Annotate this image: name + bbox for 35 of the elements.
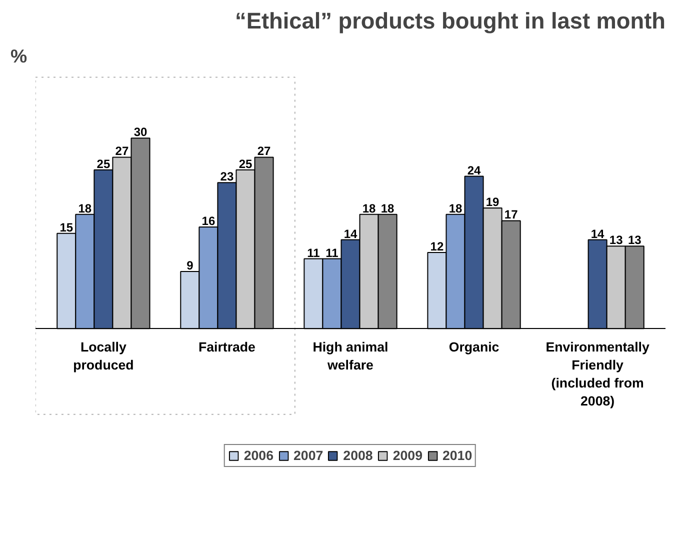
x-tick-label: Locally produced	[73, 340, 134, 373]
data-label: 18	[362, 201, 376, 216]
legend-label: 2007	[294, 448, 324, 463]
data-label: 9	[186, 258, 194, 272]
chart-title: “Ethical” products bought in last month	[235, 8, 666, 34]
x-tick-label: High animal welfare	[312, 340, 388, 373]
legend-label: 2009	[392, 448, 422, 463]
data-label: 25	[96, 156, 110, 171]
data-label: 18	[380, 201, 395, 216]
data-label: 18	[78, 201, 92, 216]
data-label: 18	[448, 201, 462, 216]
data-label: 27	[257, 144, 272, 158]
data-label: 12	[430, 239, 444, 254]
x-tick-label: Organic	[448, 340, 500, 355]
legend-label: 2010	[442, 448, 472, 463]
legend-label: 2008	[343, 448, 373, 463]
x-tick-label: Fairtrade	[198, 340, 256, 355]
data-label: 13	[628, 233, 642, 248]
data-label: 11	[307, 246, 320, 260]
data-label: 25	[238, 156, 252, 171]
data-label: 14	[590, 226, 605, 241]
y-axis-title: %	[10, 46, 28, 66]
data-label: 15	[60, 220, 74, 234]
data-label: 27	[115, 144, 129, 158]
data-label: 14	[344, 226, 358, 241]
data-label: 30	[134, 125, 148, 140]
data-label: 13	[609, 233, 624, 248]
data-label: 11	[326, 246, 339, 260]
data-label: 16	[202, 214, 216, 228]
x-tick-label: Environmentally Friendly (included from 2008)	[546, 340, 650, 409]
data-label: 23	[220, 170, 234, 184]
legend-label: 2006	[244, 448, 274, 463]
data-label: 24	[467, 163, 482, 178]
data-label: 19	[486, 195, 500, 210]
data-label: 17	[504, 208, 518, 222]
